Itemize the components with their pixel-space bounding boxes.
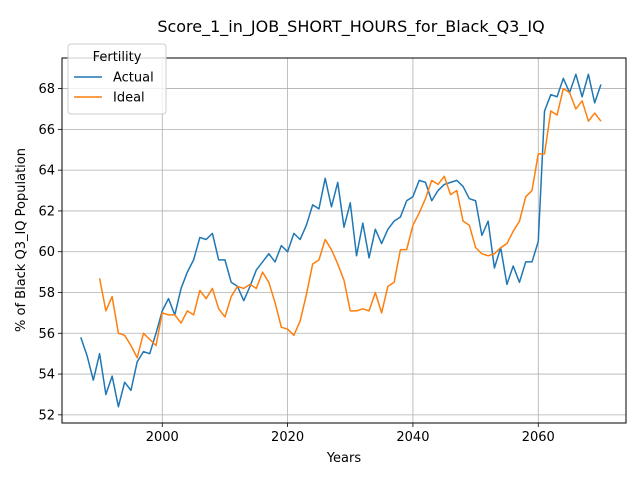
legend-label-ideal: Ideal bbox=[113, 91, 145, 106]
series-line-actual bbox=[80, 73, 602, 408]
y-tick-label: 54 bbox=[38, 368, 55, 383]
legend: Fertility Actual Ideal bbox=[67, 43, 167, 115]
y-axis-label: % of Black Q3_IQ Population bbox=[14, 148, 29, 332]
y-tick-label: 62 bbox=[38, 204, 55, 219]
x-tick-label: 2000 bbox=[146, 430, 179, 445]
y-tick-label: 68 bbox=[38, 82, 55, 97]
y-tick-label: 52 bbox=[38, 408, 55, 423]
legend-items: Actual Ideal bbox=[74, 71, 154, 106]
x-tick-label: 2020 bbox=[271, 430, 304, 445]
x-axis-label: Years bbox=[326, 451, 362, 466]
plot-frame bbox=[61, 57, 627, 424]
legend-label-actual: Actual bbox=[113, 71, 154, 86]
y-tick-label: 60 bbox=[38, 245, 55, 260]
y-tick-label: 64 bbox=[38, 164, 55, 179]
x-tick-label: 2040 bbox=[396, 430, 429, 445]
y-tick-label: 66 bbox=[38, 123, 55, 138]
grid bbox=[62, 58, 626, 423]
series-line-ideal bbox=[98, 87, 602, 359]
tick-layer: 2000 2020 2040 2060 52 54 56 58 60 62 64 66 68 bbox=[38, 82, 554, 445]
y-tick-label: 58 bbox=[38, 286, 55, 301]
legend-title: Fertility bbox=[93, 50, 142, 65]
series-layer bbox=[80, 73, 602, 408]
chart-title: Score_1_in_JOB_SHORT_HOURS_for_Black_Q3_… bbox=[157, 17, 544, 37]
x-tick-label: 2060 bbox=[522, 430, 555, 445]
y-tick-label: 56 bbox=[38, 327, 55, 342]
